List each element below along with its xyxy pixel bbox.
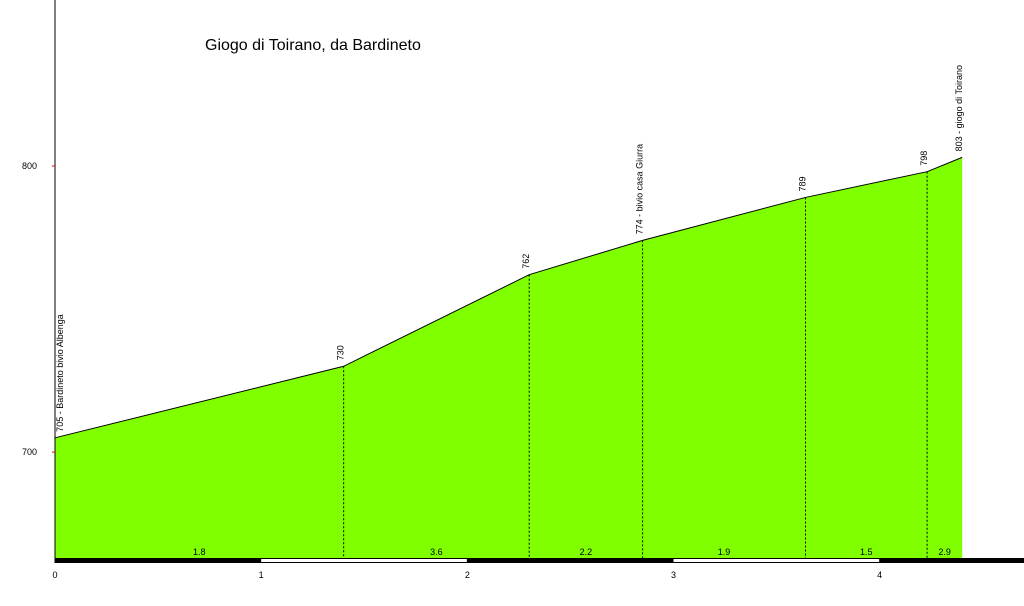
gradient-label: 2.2 xyxy=(580,547,593,557)
gradient-label: 3.6 xyxy=(430,547,443,557)
x-tick-label: 3 xyxy=(671,570,676,580)
x-tick-label: 2 xyxy=(465,570,470,580)
point-label: 762 xyxy=(521,254,531,269)
point-label: 705 - Bardineto bivio Albenga xyxy=(55,314,65,432)
y-tick-label: 800 xyxy=(22,161,37,171)
x-tick-label: 4 xyxy=(877,570,882,580)
gradient-label: 1.9 xyxy=(718,547,731,557)
y-tick-label: 700 xyxy=(22,447,37,457)
x-axis-bar xyxy=(55,558,1024,563)
x-tick-label: 0 xyxy=(52,570,57,580)
elevation-area xyxy=(55,157,963,558)
x-axis-segment xyxy=(673,559,880,562)
x-tick-label: 1 xyxy=(259,570,264,580)
x-axis-segment xyxy=(261,559,468,562)
point-label: 803 - giogo di Toirano xyxy=(954,65,964,151)
point-label: 789 xyxy=(797,176,807,191)
point-label: 730 xyxy=(336,345,346,360)
point-label: 798 xyxy=(919,151,929,166)
point-label: 774 - bivio casa Giurra xyxy=(635,144,645,235)
chart-title: Giogo di Toirano, da Bardineto xyxy=(205,37,421,54)
gradient-label: 2.9 xyxy=(938,547,951,557)
gradient-label: 1.5 xyxy=(860,547,873,557)
gradient-label: 1.8 xyxy=(193,547,206,557)
